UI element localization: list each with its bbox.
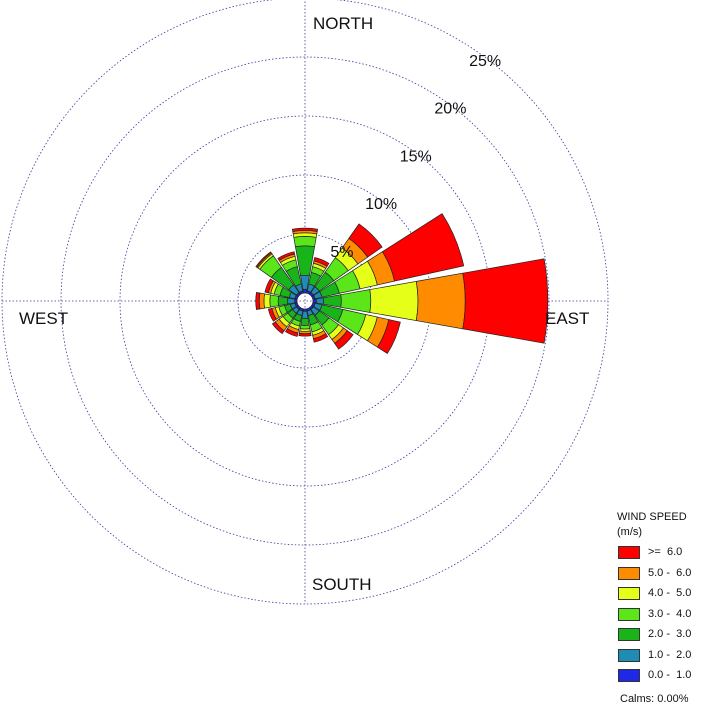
petal-segment-e bbox=[315, 297, 324, 305]
petal-segment-w bbox=[287, 297, 296, 305]
legend-title-line1: WIND SPEED bbox=[617, 511, 687, 523]
petal-segment-n bbox=[293, 236, 317, 248]
ring-label: 5% bbox=[330, 244, 353, 261]
petal-segment-ese bbox=[376, 319, 401, 354]
legend-title: WIND SPEED (m/s) bbox=[617, 510, 687, 540]
west-label: WEST bbox=[19, 309, 68, 328]
petal-segment-nne bbox=[313, 257, 330, 267]
petal-segment-n bbox=[302, 289, 308, 294]
petal-segment-w bbox=[255, 292, 261, 310]
petal-segment-s bbox=[300, 317, 310, 326]
petal-segment-sse bbox=[312, 333, 329, 343]
petal-segment-e bbox=[415, 272, 466, 330]
petal-segment-s bbox=[301, 310, 309, 319]
calms-text: Calms: 0.00% bbox=[620, 693, 689, 705]
legend-label: 0.0 - 1.0 bbox=[648, 669, 692, 681]
south-label: SOUTH bbox=[312, 575, 372, 594]
petal-segment-n bbox=[291, 227, 319, 232]
petal-segment-s bbox=[298, 332, 312, 337]
petal-segment-ene bbox=[381, 213, 465, 282]
north-label: NORTH bbox=[313, 14, 373, 33]
petal-segment-s bbox=[299, 324, 311, 330]
petal-segment-w bbox=[277, 295, 289, 307]
east-label: EAST bbox=[545, 309, 589, 328]
petal-segment-ssw bbox=[285, 328, 299, 337]
legend-swatch bbox=[618, 669, 640, 682]
petal-segment-se bbox=[334, 330, 354, 350]
wind-rose-petals bbox=[255, 213, 549, 354]
legend-swatch bbox=[618, 628, 640, 641]
ring-label: 10% bbox=[365, 196, 397, 213]
legend-swatch bbox=[618, 648, 640, 662]
petal-segment-w bbox=[263, 293, 271, 309]
legend-label: 1.0 - 2.0 bbox=[648, 648, 692, 661]
petal-segment-e bbox=[462, 258, 549, 344]
legend-swatch bbox=[618, 566, 640, 580]
petal-segment-wnw bbox=[264, 278, 274, 294]
petal-segment-e bbox=[340, 289, 372, 313]
ring-label: 25% bbox=[469, 53, 501, 70]
petal-segment-nw bbox=[255, 251, 272, 268]
petal-segment-e bbox=[312, 298, 317, 304]
petal-segment-sw bbox=[271, 321, 285, 335]
petal-segment-w bbox=[269, 294, 279, 308]
legend-swatch bbox=[618, 546, 640, 559]
legend-label: 4.0 - 5.0 bbox=[648, 587, 692, 599]
legend-label: 2.0 - 3.0 bbox=[648, 628, 692, 640]
ring-label: 15% bbox=[400, 148, 432, 165]
petal-segment-wsw bbox=[267, 307, 277, 322]
legend-label: 5.0 - 6.0 bbox=[648, 566, 692, 579]
ring-label: 20% bbox=[434, 101, 466, 118]
petal-segment-e bbox=[369, 280, 419, 322]
legend-title-line2: (m/s) bbox=[617, 526, 643, 538]
legend-label: >= 6.0 bbox=[648, 546, 683, 558]
ring-labels: 5% 10% 15% 20% 25% bbox=[330, 53, 501, 261]
legend-swatch bbox=[618, 587, 640, 600]
legend-label: 3.0 - 4.0 bbox=[648, 607, 692, 620]
petal-segment-nnw bbox=[277, 251, 295, 261]
petal-segment-w bbox=[258, 292, 265, 310]
petal-segment-ne bbox=[348, 223, 383, 258]
legend-swatch bbox=[618, 607, 640, 621]
